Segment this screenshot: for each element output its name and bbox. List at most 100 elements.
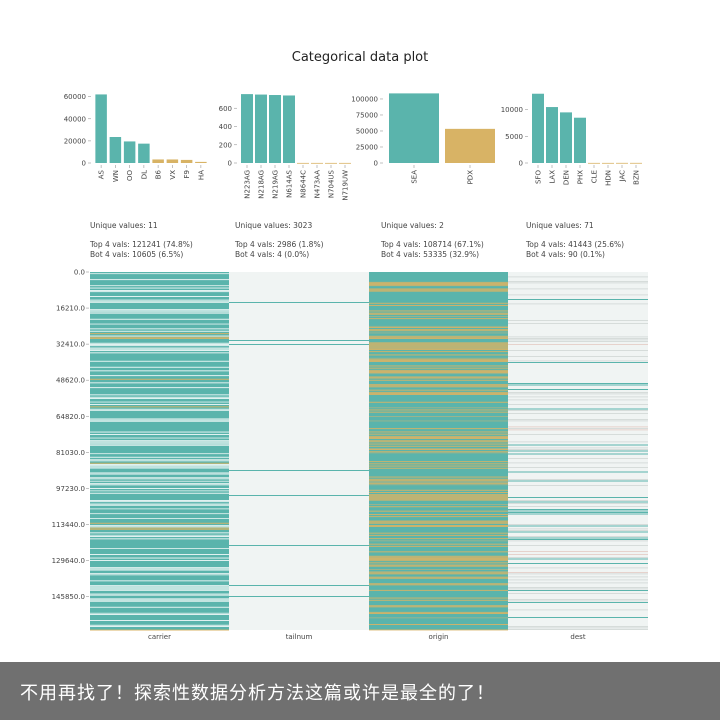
strip-line	[369, 606, 508, 608]
strip-line	[369, 305, 508, 306]
column-label-carrier: carrier	[148, 633, 171, 641]
strip-line	[508, 447, 648, 449]
strip-line	[508, 524, 648, 525]
x-tick-label: F9	[183, 170, 191, 178]
strip-line	[369, 461, 508, 463]
caption-banner: 不用再找了！探索性数据分析方法这篇或许是最全的了！	[0, 662, 720, 720]
strip-line	[508, 341, 648, 342]
strip-line	[508, 627, 648, 629]
bar-dest-HDN	[602, 162, 614, 164]
strip-line	[508, 609, 648, 611]
strip-line	[369, 534, 508, 536]
strip-line	[90, 536, 229, 537]
strip-line	[369, 516, 508, 518]
strip-line	[508, 276, 648, 278]
strip-line	[508, 429, 648, 431]
bar-tailnum-N223AG	[241, 94, 253, 163]
strip-line	[508, 485, 648, 486]
strip-line	[229, 470, 369, 471]
strip-line	[90, 333, 229, 335]
strip-line	[229, 596, 369, 597]
top-values-tailnum: Top 4 vals: 2986 (1.8%)	[235, 240, 324, 249]
strip-line	[369, 372, 508, 373]
strip-line	[90, 472, 229, 474]
y-tick-label: 200	[219, 141, 232, 149]
strip-line	[369, 589, 508, 591]
bar-carrier-AS	[95, 94, 107, 163]
strip-line	[508, 458, 648, 459]
top-values-dest: Top 4 vals: 41443 (25.6%)	[526, 240, 625, 249]
strip-line	[508, 545, 648, 546]
unique-values-carrier: Unique values: 11	[90, 221, 158, 230]
bar-dest-BZN	[630, 162, 642, 164]
strip-line	[369, 407, 508, 409]
strip-line	[90, 336, 229, 338]
strip-line	[508, 576, 648, 578]
strip-line	[369, 482, 508, 483]
caption-text: 不用再找了！探索性数据分析方法这篇或许是最全的了！	[20, 683, 495, 704]
strip-line	[229, 302, 369, 303]
strip-line	[369, 476, 508, 478]
strip-y-tick-label: 129640.0	[52, 557, 85, 565]
bottom-values-tailnum: Bot 4 vals: 4 (0.0%)	[235, 250, 310, 259]
strip-line	[369, 367, 508, 369]
strip-line	[90, 467, 229, 469]
strip-line	[508, 497, 648, 498]
x-tick-label: N473AA	[314, 170, 322, 199]
strip-line	[369, 438, 508, 439]
x-tick-label: N614AS	[286, 169, 294, 197]
strip-line	[90, 580, 229, 582]
strip-line	[369, 335, 508, 337]
strip-line	[369, 329, 508, 331]
strip-line	[90, 465, 229, 467]
strip-y-tick-label: 64820.0	[56, 413, 85, 421]
strip-line	[369, 290, 508, 292]
strip-line	[90, 567, 229, 569]
strip-line	[90, 574, 229, 576]
strip-line	[90, 434, 229, 435]
strip-line	[369, 312, 508, 314]
strip-line	[90, 309, 229, 311]
x-tick-label: DL	[140, 170, 148, 179]
strip-line	[369, 288, 508, 290]
strip-line	[90, 396, 229, 398]
strip-line	[508, 356, 648, 357]
strip-line	[369, 385, 508, 387]
strip-line	[90, 501, 229, 503]
strip-line	[369, 571, 508, 573]
strip-line	[369, 433, 508, 435]
strip-line	[369, 281, 508, 283]
strip-line	[508, 408, 648, 410]
strip-line	[508, 551, 648, 552]
strip-line	[369, 357, 508, 359]
bar-carrier-B6	[152, 159, 164, 163]
bar-tailnum-N719UW	[339, 162, 351, 164]
strip-line	[508, 467, 648, 468]
strip-line	[90, 318, 229, 320]
strip-line	[90, 310, 229, 312]
strip-line	[369, 538, 508, 540]
bar-dest-DEN	[560, 112, 572, 163]
strip-y-tick-label: 81030.0	[56, 449, 85, 457]
strip-line	[90, 606, 229, 608]
strip-line	[508, 567, 648, 569]
strip-line	[369, 358, 508, 360]
strip-line	[90, 296, 229, 297]
strip-line	[369, 522, 508, 524]
strip-line	[90, 587, 229, 589]
y-tick-label: 75000	[356, 111, 378, 119]
strip-line	[90, 456, 229, 458]
strip-line	[90, 620, 229, 621]
strip-line	[90, 350, 229, 351]
strip-line	[90, 345, 229, 347]
strip-line	[508, 539, 648, 540]
strip-line	[90, 598, 229, 600]
y-tick-label: 40000	[64, 115, 86, 123]
strip-line	[369, 489, 508, 491]
strip-line	[90, 352, 229, 354]
strip-line	[369, 496, 508, 498]
strip-line	[508, 336, 648, 338]
strip-line	[508, 320, 648, 321]
bar-carrier-F9	[180, 159, 193, 163]
strip-line	[90, 323, 229, 325]
